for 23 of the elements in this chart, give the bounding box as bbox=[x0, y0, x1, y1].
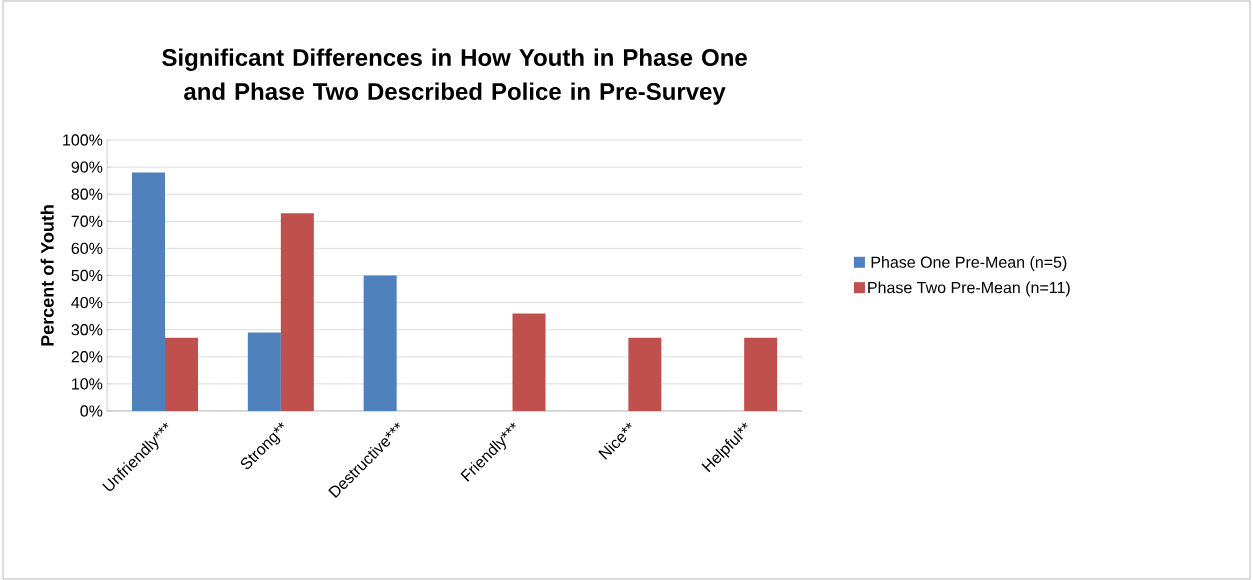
bar bbox=[744, 337, 778, 411]
chart-title: Significant Differences in How Youth in Phase One and Phase Two Described Police in Pre-Survey bbox=[162, 48, 747, 105]
y-tick-label: 40% bbox=[71, 296, 103, 309]
y-tick-label: 50% bbox=[71, 269, 103, 282]
bar bbox=[132, 172, 166, 411]
y-tick-label: 70% bbox=[71, 215, 103, 227]
bar bbox=[512, 313, 546, 411]
bar bbox=[165, 337, 199, 411]
legend-label: Phase Two Pre-Mean (n=11) bbox=[868, 281, 1070, 297]
y-tick-label: 30% bbox=[71, 324, 103, 336]
bar bbox=[280, 213, 314, 411]
bar bbox=[628, 337, 662, 411]
bar bbox=[363, 275, 397, 411]
legend-label: Phase One Pre-Mean (n=5) bbox=[871, 256, 1067, 272]
y-tick-label: 10% bbox=[72, 378, 103, 390]
y-tick-label: 90% bbox=[71, 161, 103, 173]
y-tick-label: 80% bbox=[71, 188, 103, 200]
y-axis-title: Percent of Youth bbox=[40, 205, 54, 346]
y-tick-label: 100% bbox=[63, 134, 103, 146]
y-tick-label: 60% bbox=[71, 242, 103, 255]
y-tick-label: 20% bbox=[71, 351, 103, 363]
bar bbox=[247, 332, 281, 411]
y-tick-label: 0% bbox=[80, 405, 103, 417]
